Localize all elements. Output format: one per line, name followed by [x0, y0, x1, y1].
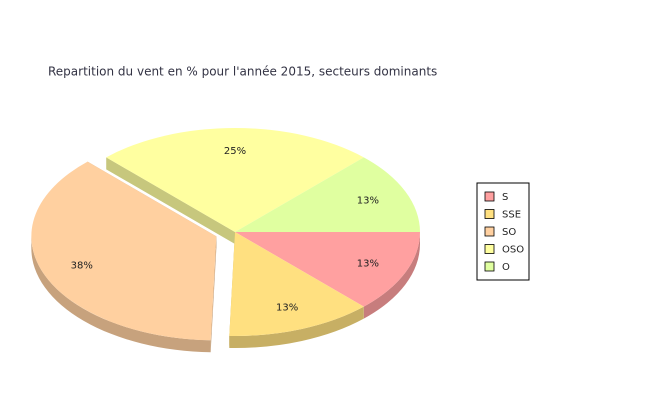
data-label: 25%: [224, 146, 246, 157]
slice-side: [363, 232, 420, 319]
chart-title: Repartition du vent en % pour l'année 20…: [48, 65, 437, 79]
legend-swatch: [484, 261, 495, 272]
slice-face: [210, 236, 217, 353]
slice: [235, 157, 420, 232]
legend-label: SO: [502, 227, 516, 238]
slice-side: [31, 236, 211, 353]
legend-swatch: [484, 191, 495, 202]
data-label: 13%: [276, 303, 298, 314]
slice: [31, 161, 217, 341]
data-label: 38%: [71, 261, 93, 272]
slice: [106, 127, 364, 232]
legend-label: OSO: [502, 245, 524, 256]
data-label: 13%: [357, 195, 379, 206]
legend-label: S: [502, 192, 508, 203]
legend-label: SSE: [502, 210, 521, 221]
slice: [235, 232, 420, 307]
legend-swatch: [484, 244, 495, 254]
legend-swatch: [484, 226, 495, 237]
slice-side: [229, 306, 364, 348]
data-label: 13%: [357, 259, 379, 270]
slice: [229, 232, 364, 337]
legend-label: O: [502, 262, 510, 273]
legend-swatch: [484, 209, 495, 219]
slice-face: [106, 157, 236, 244]
